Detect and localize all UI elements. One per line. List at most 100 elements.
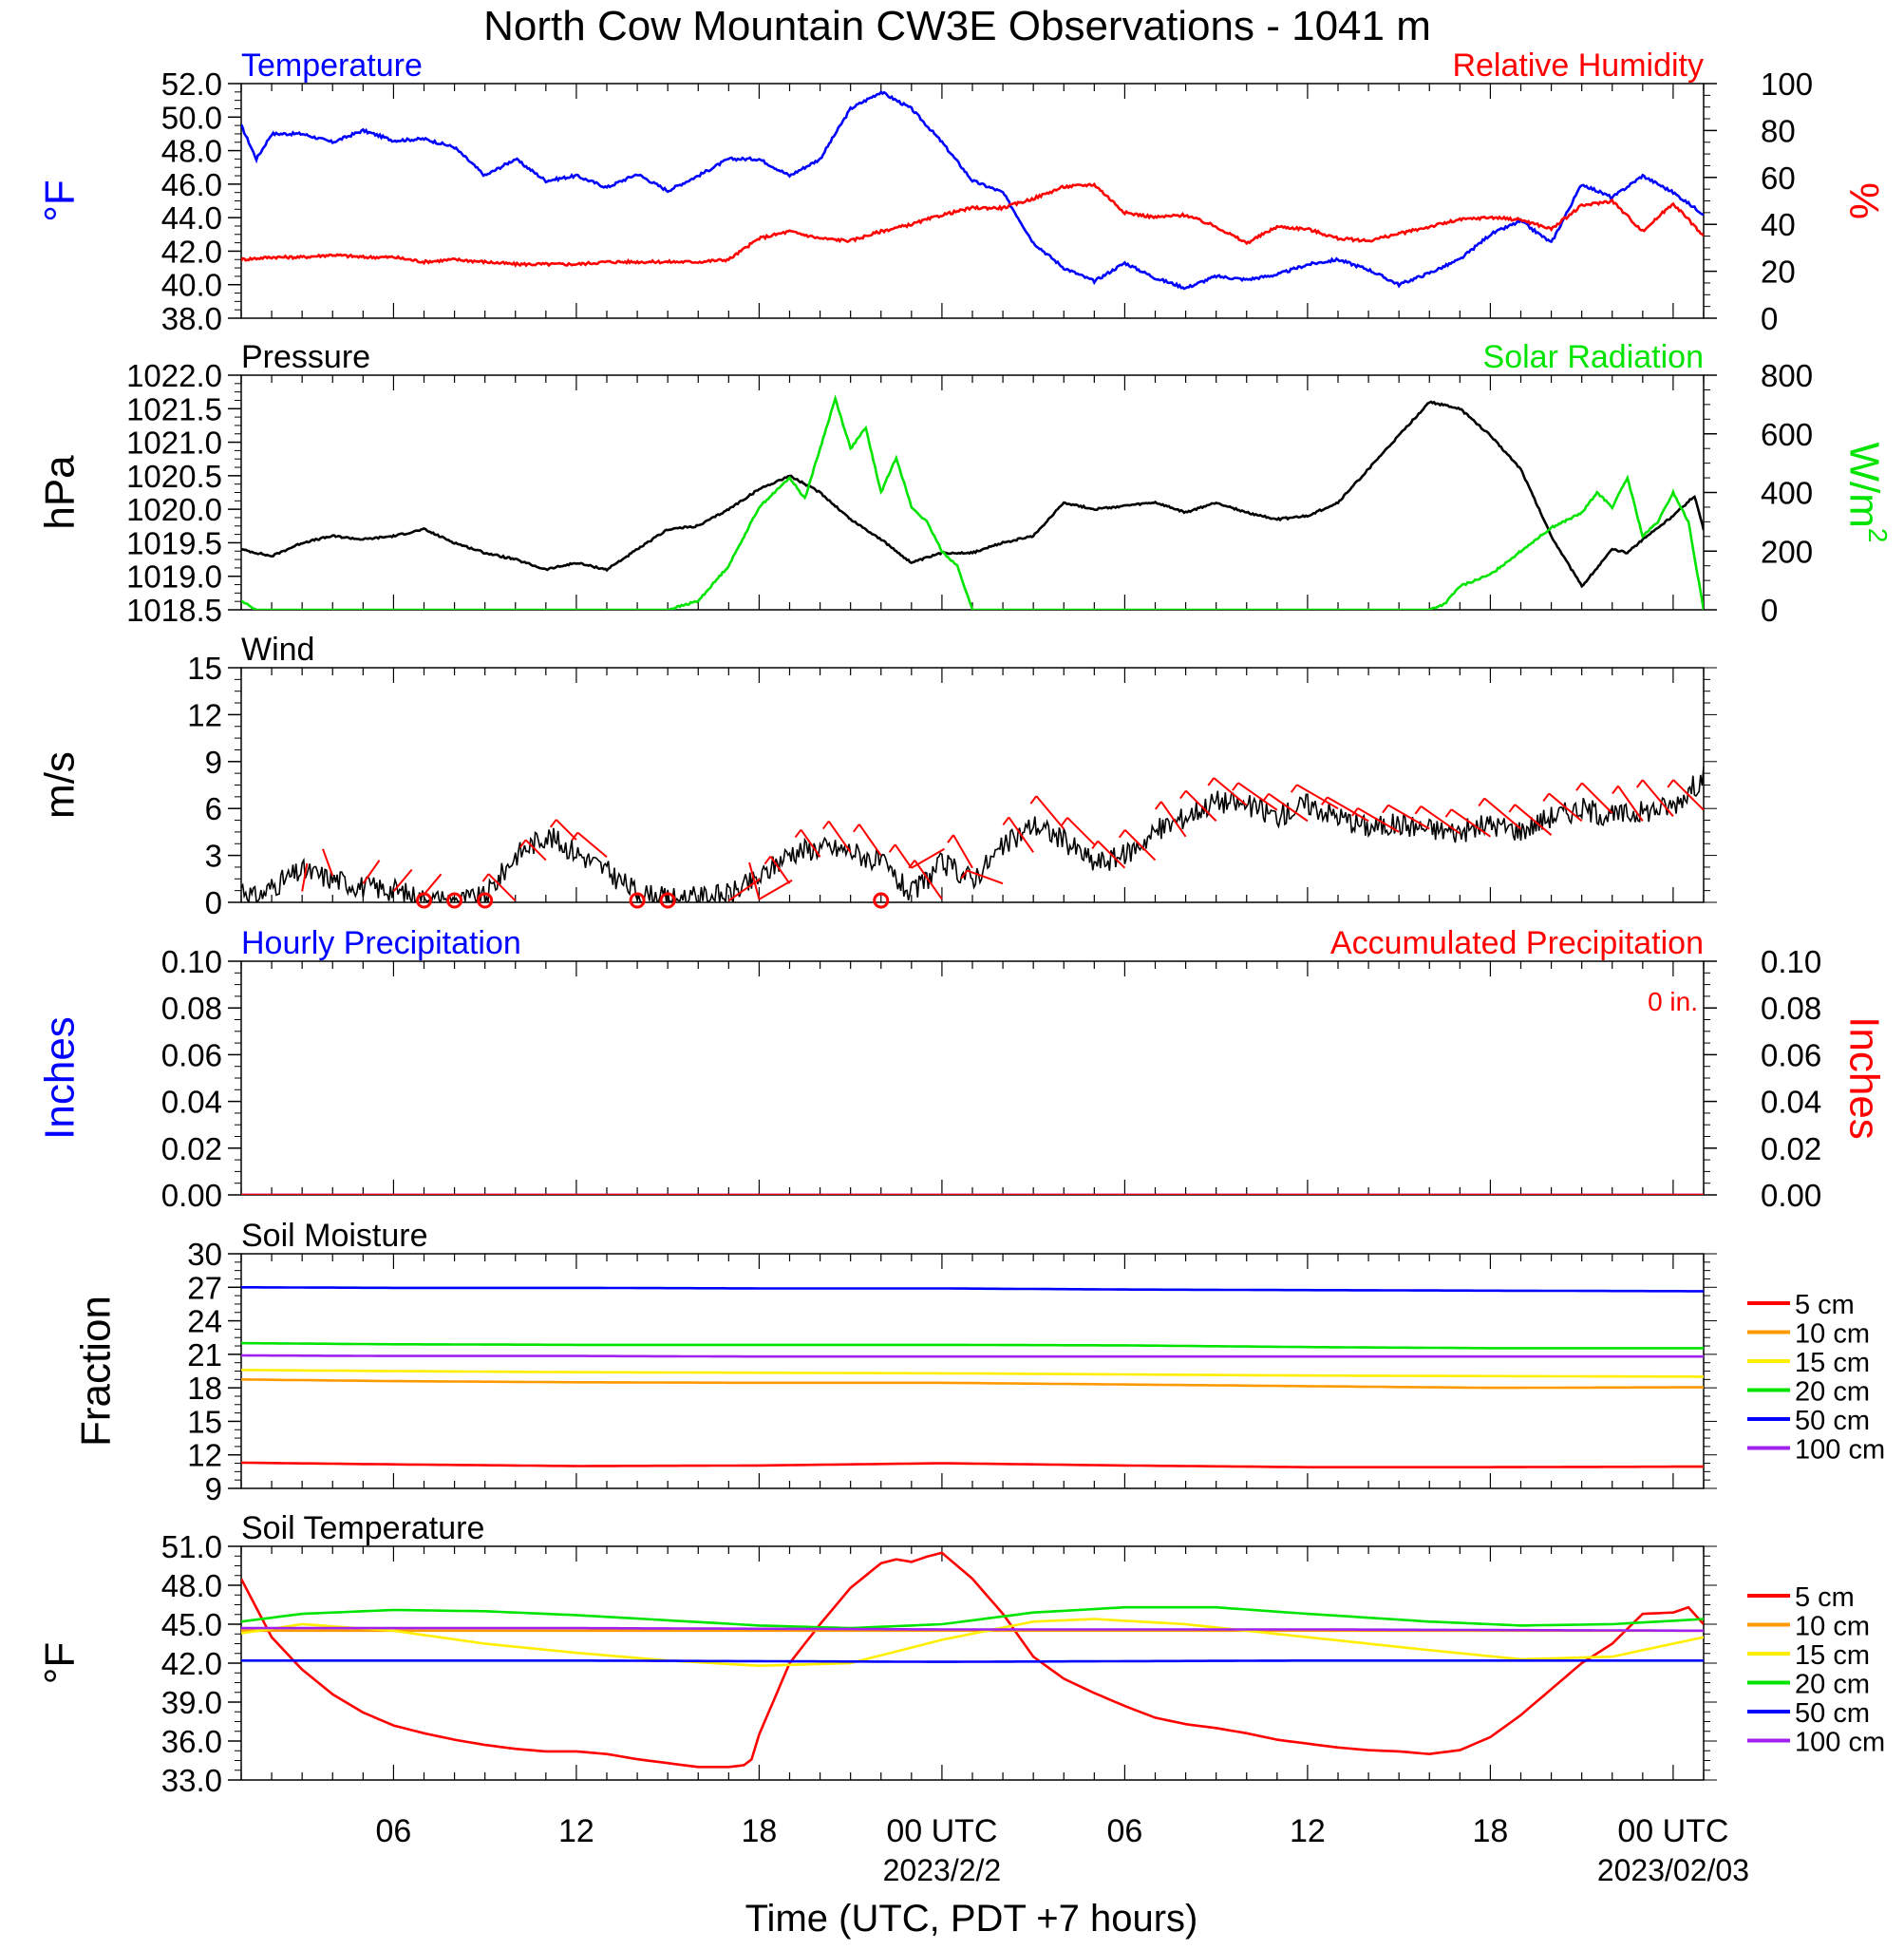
y2-tick-label: 800 bbox=[1761, 358, 1813, 393]
y2-tick-label: 60 bbox=[1761, 161, 1796, 196]
barb-flag bbox=[481, 873, 490, 882]
y-tick-label: 12 bbox=[187, 1438, 222, 1473]
barb-flag bbox=[1154, 801, 1162, 810]
barb-shaft bbox=[1617, 785, 1644, 822]
barb-shaft bbox=[1008, 816, 1034, 853]
barb-shaft bbox=[301, 862, 309, 892]
legend-label: 50 cm bbox=[1795, 1698, 1870, 1729]
barb-shaft bbox=[1296, 784, 1339, 810]
wind-barb bbox=[888, 843, 913, 869]
barb-flag bbox=[1002, 816, 1010, 826]
panel-title-left: Soil Temperature bbox=[241, 1510, 484, 1546]
series-line bbox=[241, 1378, 1704, 1390]
wind-barb bbox=[1179, 789, 1217, 823]
wind-barb bbox=[1091, 840, 1126, 869]
y-tick-label: 0.10 bbox=[161, 944, 222, 979]
wind-barb bbox=[1320, 796, 1369, 823]
y-tick-label: 50.0 bbox=[161, 100, 222, 135]
y-tick-label: 3 bbox=[205, 839, 222, 874]
barb-shaft bbox=[362, 860, 381, 884]
barb-shaft bbox=[1642, 779, 1674, 818]
y-tick-label: 30 bbox=[187, 1237, 222, 1272]
wind-barb bbox=[1444, 808, 1491, 838]
barb-shaft bbox=[758, 879, 793, 900]
y-tick-label: 15 bbox=[187, 651, 222, 686]
barb-flag bbox=[1635, 779, 1644, 788]
wind-barb bbox=[549, 819, 577, 841]
barb-flag bbox=[1320, 796, 1329, 805]
wind-barb bbox=[423, 873, 443, 896]
y-tick-label: 24 bbox=[187, 1304, 222, 1339]
y-tick-label: 1019.0 bbox=[126, 559, 222, 595]
legend-label: 100 cm bbox=[1795, 1435, 1885, 1466]
wind-barb bbox=[1290, 784, 1339, 810]
y2-tick-label: 0 bbox=[1761, 593, 1778, 628]
wind-barb bbox=[758, 879, 793, 900]
barb-shaft bbox=[423, 873, 443, 896]
y-tick-label: 0.00 bbox=[161, 1178, 222, 1213]
y-tick-label: 45.0 bbox=[161, 1607, 222, 1642]
series-line bbox=[241, 1369, 1704, 1378]
y-tick-label: 51.0 bbox=[161, 1529, 222, 1564]
panel-soil_temp: 33.0 36.0 39.0 42.0 45.0 48.0 51.0 Soil Tempera… bbox=[37, 1510, 1885, 1798]
y-axis-label: Fraction bbox=[73, 1296, 120, 1447]
wind-barb bbox=[1478, 797, 1522, 830]
barb-shaft bbox=[800, 829, 821, 858]
y-tick-label: 12 bbox=[187, 697, 222, 732]
barb-flag bbox=[1118, 829, 1126, 839]
wind-barb bbox=[794, 828, 821, 858]
wind-barb bbox=[571, 831, 608, 859]
y-tick-label: 0.02 bbox=[161, 1131, 222, 1166]
y2-tick-label: 100 bbox=[1761, 66, 1813, 102]
barb-shaft bbox=[952, 834, 973, 869]
y2-tick-label: 0.10 bbox=[1761, 944, 1821, 979]
barb-shaft bbox=[1097, 840, 1126, 869]
y2-tick-label: 0.08 bbox=[1761, 991, 1821, 1026]
y-tick-label: 21 bbox=[187, 1337, 222, 1373]
panel-title-right: Accumulated Precipitation bbox=[1330, 925, 1704, 961]
series-line bbox=[241, 1286, 1704, 1293]
y-tick-label: 0.04 bbox=[161, 1085, 222, 1120]
barb-flag bbox=[1290, 784, 1298, 793]
legend-label: 5 cm bbox=[1795, 1582, 1855, 1613]
barb-flag bbox=[1091, 840, 1099, 850]
barb-shaft bbox=[524, 839, 547, 861]
y-tick-label: 48.0 bbox=[161, 134, 222, 169]
y2-tick-label: 0 bbox=[1761, 301, 1778, 336]
barb-shaft bbox=[1327, 796, 1369, 823]
x-axis-label: Time (UTC, PDT +7 hours) bbox=[745, 1898, 1198, 1940]
barb-flag bbox=[853, 824, 860, 833]
panel-frame bbox=[240, 83, 1705, 319]
barb-shaft bbox=[827, 820, 852, 853]
wind-barb bbox=[1542, 792, 1583, 823]
wind-barb bbox=[1382, 804, 1430, 830]
y2-tick-label: 600 bbox=[1761, 417, 1813, 452]
series-line bbox=[241, 1341, 1704, 1350]
wind-barb bbox=[1232, 782, 1278, 811]
barb-flag bbox=[549, 819, 557, 828]
calm-marker bbox=[873, 892, 890, 909]
barb-shaft bbox=[392, 868, 413, 893]
legend-label: 10 cm bbox=[1795, 1612, 1870, 1642]
x-tick-label: 00 UTC bbox=[886, 1813, 997, 1849]
y2-tick-label: 200 bbox=[1761, 534, 1813, 569]
series-line bbox=[241, 400, 1704, 589]
wind-barb bbox=[301, 862, 309, 892]
barb-shaft bbox=[1159, 801, 1187, 838]
wind-barb bbox=[362, 860, 381, 884]
barb-shaft bbox=[1672, 779, 1705, 811]
y-tick-label: 44.0 bbox=[161, 200, 222, 236]
series-line bbox=[241, 1605, 1704, 1630]
y-axis-label: °F bbox=[37, 180, 84, 221]
wind-barb bbox=[960, 869, 1004, 885]
barb-flag bbox=[1575, 782, 1583, 791]
y-tick-label: 42.0 bbox=[161, 234, 222, 269]
barb-flag bbox=[1029, 795, 1038, 805]
barb-shaft bbox=[858, 824, 882, 857]
series-line bbox=[241, 89, 1704, 291]
legend-label: 10 cm bbox=[1795, 1319, 1870, 1350]
barb-shaft bbox=[1548, 792, 1583, 823]
barb-flag bbox=[888, 843, 896, 853]
barb-flag bbox=[1508, 804, 1517, 813]
panel-title-right: Relative Humidity bbox=[1452, 47, 1704, 84]
